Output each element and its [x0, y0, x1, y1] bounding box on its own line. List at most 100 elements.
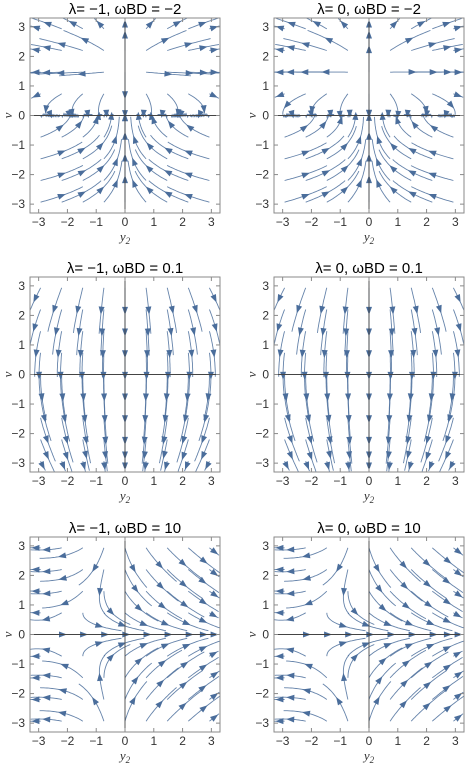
stream-arrow: [155, 560, 164, 569]
stream-arrow: [395, 110, 402, 119]
x-axis-label: y2: [118, 229, 131, 246]
stream-arrow: [57, 194, 66, 200]
stream-arrow: [184, 150, 193, 157]
stream-arrow: [117, 642, 127, 649]
streamlines: [30, 544, 220, 725]
stream-arrow: [33, 294, 40, 303]
y-tick-label: −1: [255, 657, 269, 671]
stream-arrow: [321, 170, 331, 177]
panel-title: λ= 0, ωBD = 10: [317, 520, 420, 537]
stream-arrow: [321, 69, 330, 76]
stream-arrow: [404, 643, 414, 650]
stream-arrow: [385, 451, 392, 460]
x-tick-label: −3: [276, 734, 290, 748]
stream-arrow: [168, 305, 175, 315]
stream-arrow: [338, 621, 348, 628]
x-axis-label-subscript: 2: [370, 236, 375, 246]
stream-arrow: [442, 685, 451, 693]
streamline: [82, 170, 116, 203]
stream-arrow: [401, 660, 411, 668]
stream-arrow: [96, 186, 105, 195]
stream-arrow: [96, 20, 105, 29]
stream-arrow: [324, 461, 331, 471]
stream-arrow: [373, 696, 380, 705]
stream-arrow: [198, 21, 207, 28]
stream-arrow: [36, 371, 43, 380]
stream-arrow: [454, 692, 463, 701]
stream-arrow: [426, 619, 435, 626]
stream-arrow: [286, 672, 295, 679]
chart-panel-4: λ= 0, ωBD = 0.1 −3 −2 −1 0 1 2 3 −3 −2 −1 0 1 2 3 y2 v: [244, 260, 465, 505]
stream-arrow: [144, 328, 151, 337]
x-tick-label: 0: [122, 215, 129, 229]
stream-arrow: [376, 135, 383, 145]
stream-arrow: [442, 664, 452, 672]
y-tick-label: 1: [262, 338, 269, 352]
streamline: [389, 637, 432, 657]
stream-arrow: [131, 676, 139, 685]
stream-arrow: [422, 702, 431, 711]
stream-arrow: [321, 191, 330, 198]
stream-arrow: [162, 414, 169, 424]
stream-arrow: [178, 109, 185, 119]
x-tick-label: 2: [423, 474, 430, 488]
stream-arrow: [375, 584, 383, 593]
stream-arrow: [60, 663, 69, 670]
stream-arrow: [210, 47, 219, 54]
x-tick-label: −3: [32, 474, 46, 488]
streamline: [124, 681, 148, 722]
stream-arrow: [326, 436, 333, 445]
stream-arrow: [80, 37, 90, 44]
stream-arrow: [405, 436, 412, 445]
stream-arrow: [356, 157, 362, 167]
streamline: [310, 93, 328, 116]
stream-arrow: [53, 327, 60, 336]
stream-arrow: [399, 700, 408, 709]
stream-arrow: [346, 451, 353, 460]
streamline: [82, 149, 116, 181]
stream-arrow: [103, 109, 110, 118]
stream-arrow: [145, 306, 152, 315]
stream-arrow: [286, 451, 293, 460]
streamline: [61, 134, 100, 160]
stream-arrow: [299, 349, 306, 358]
streamline: [61, 158, 102, 181]
stream-arrow: [428, 461, 435, 470]
stream-arrow: [132, 135, 139, 145]
x-tick-label: 0: [366, 734, 373, 748]
stream-arrow: [201, 451, 208, 460]
stream-arrow: [443, 705, 452, 713]
stream-arrow: [423, 579, 432, 588]
x-tick-label: 1: [394, 474, 401, 488]
x-axis-label-subscript: 2: [370, 495, 375, 505]
stream-arrow: [62, 451, 69, 461]
x-tick-label: 1: [150, 474, 157, 488]
streamline: [322, 547, 349, 586]
stream-arrow: [43, 105, 50, 114]
streamline: [103, 591, 131, 625]
stream-arrow: [404, 619, 414, 626]
streamline: [162, 114, 189, 138]
stream-arrow: [338, 641, 348, 648]
stream-arrow: [198, 109, 204, 119]
stream-arrow: [299, 125, 309, 133]
stream-arrow: [184, 194, 193, 200]
stream-arrow: [340, 186, 349, 195]
stream-arrow: [355, 179, 362, 188]
x-axis-label: y2: [362, 748, 375, 765]
stream-arrow: [209, 651, 218, 659]
stream-arrow: [57, 552, 67, 559]
y-tick-label: −1: [255, 397, 269, 411]
stream-arrow: [303, 393, 310, 402]
stream-arrow: [375, 676, 383, 685]
stream-arrow: [95, 142, 104, 151]
x-tick-label: −3: [276, 215, 290, 229]
stream-arrow: [157, 601, 167, 609]
stream-arrow: [97, 672, 104, 682]
stream-arrow: [454, 714, 463, 722]
stream-arrow: [145, 20, 154, 29]
stream-arrow: [31, 674, 40, 681]
y-tick-label: −2: [11, 687, 25, 701]
y-tick-label: 2: [262, 308, 269, 322]
y-tick-label: −3: [11, 456, 25, 470]
